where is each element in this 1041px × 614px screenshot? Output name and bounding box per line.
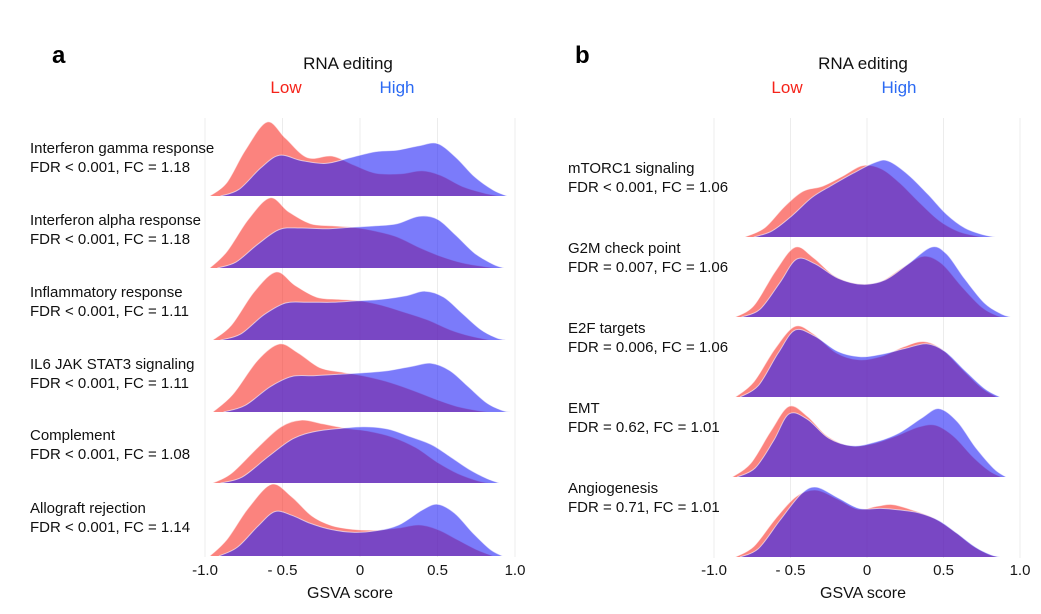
- pathway-label: E2F targets FDR = 0.006, FC = 1.06: [568, 319, 728, 357]
- pathway-name: Allograft rejection: [30, 500, 146, 517]
- pathway-stats: FDR < 0.001, FC = 1.06: [568, 179, 729, 196]
- pathway-label: Interferon gamma response FDR < 0.001, FC…: [30, 139, 214, 177]
- density-outline-high-a0: [220, 142, 508, 197]
- density-outline-high-a4: [220, 426, 500, 484]
- pathway-name: Interferon gamma response: [30, 140, 215, 157]
- pathway-label: EMT FDR = 0.62, FC = 1.01: [568, 399, 720, 437]
- x-tick-label: 0: [355, 562, 365, 579]
- pathway-stats: FDR < 0.001, FC = 1.11: [30, 303, 189, 320]
- pathway-name: IL6 JAK STAT3 signaling: [30, 356, 195, 373]
- density-high-b0: [753, 160, 996, 237]
- pathway-label: mTORC1 signaling FDR < 0.001, FC = 1.06: [568, 159, 728, 197]
- density-high-b4: [740, 486, 1001, 557]
- pathway-stats: FDR < 0.001, FC = 1.08: [30, 446, 191, 463]
- x-tick-label: 0.5: [933, 562, 954, 579]
- pathway-name: mTORC1 signaling: [568, 160, 695, 177]
- density-high-a2: [220, 291, 506, 340]
- panel-b-legend-title: RNA editing: [818, 54, 908, 73]
- pathway-name: E2F targets: [568, 320, 646, 337]
- x-tick-label: 1.0: [504, 562, 526, 579]
- density-outline-high-a2: [220, 290, 506, 341]
- pathway-stats: FDR = 0.62, FC = 1.01: [568, 419, 720, 436]
- x-tick-label: 0.5: [427, 562, 448, 579]
- pathway-name: Interferon alpha response: [30, 212, 201, 229]
- pathway-label: Allograft rejection FDR < 0.001, FC = 1.1…: [30, 499, 190, 537]
- pathway-label: Interferon alpha response FDR < 0.001, FC…: [30, 211, 201, 249]
- pathway-stats: FDR < 0.001, FC = 1.18: [30, 159, 191, 176]
- pathway-stats: FDR < 0.001, FC = 1.14: [30, 519, 191, 536]
- density-outline-high-a5: [218, 503, 503, 557]
- pathway-label: G2M check point FDR = 0.007, FC = 1.06: [568, 239, 728, 277]
- panel-a-x-axis-title: GSVA score: [307, 585, 393, 602]
- panel-a-letter: a: [52, 42, 66, 69]
- pathway-label: IL6 JAK STAT3 signaling FDR < 0.001, FC =…: [30, 355, 195, 393]
- density-high-a3: [223, 363, 511, 412]
- pathway-stats: FDR = 0.006, FC = 1.06: [568, 339, 729, 356]
- density-outline-high-b1: [741, 246, 1011, 318]
- pathway-label: Inflammatory response FDR < 0.001, FC = 1…: [30, 283, 189, 321]
- pathway-name: EMT: [568, 400, 600, 417]
- pathway-label: Complement FDR < 0.001, FC = 1.08: [30, 426, 190, 464]
- pathway-stats: FDR = 0.007, FC = 1.06: [568, 259, 729, 276]
- panel-a-legend-low: Low: [270, 78, 302, 97]
- pathway-stats: FDR < 0.001, FC = 1.11: [30, 375, 189, 392]
- panel-a-legend-title: RNA editing: [303, 54, 393, 73]
- panel-b-letter: b: [575, 42, 590, 69]
- density-high-b1: [741, 246, 1011, 317]
- pathway-label: Angiogenesis FDR = 0.71, FC = 1.01: [568, 479, 720, 517]
- x-tick-label: - 0.5: [267, 562, 298, 579]
- panel-a-legend-high: High: [379, 78, 415, 97]
- density-outline-high-a1: [217, 215, 505, 269]
- pathway-stats: FDR < 0.001, FC = 1.18: [30, 231, 191, 248]
- pathway-name: Angiogenesis: [568, 480, 659, 497]
- density-outline-high-b2: [739, 328, 1001, 398]
- pathway-stats: FDR = 0.71, FC = 1.01: [568, 499, 720, 516]
- density-high-a5: [218, 504, 503, 556]
- density-outline-high-a3: [223, 362, 511, 413]
- pathway-name: G2M check point: [568, 240, 681, 257]
- density-high-b2: [740, 329, 1001, 397]
- density-outline-high-b3: [736, 408, 1007, 478]
- density-outline-high-b4: [739, 486, 1001, 558]
- x-tick-label: - 0.5: [775, 562, 806, 579]
- pathway-name: Inflammatory response: [30, 284, 183, 301]
- density-high-a1: [217, 215, 505, 268]
- density-high-a0: [220, 142, 508, 196]
- density-high-b3: [737, 408, 1007, 477]
- x-tick-label: -1.0: [192, 562, 218, 579]
- x-tick-label: 0: [862, 562, 872, 579]
- panel-b-x-axis-title: GSVA score: [820, 585, 906, 602]
- x-tick-label: 1.0: [1009, 562, 1031, 579]
- pathway-name: Complement: [30, 427, 116, 444]
- panel-b-legend-high: High: [881, 78, 917, 97]
- density-outline-high-b0: [753, 159, 996, 238]
- panel-b-legend-low: Low: [771, 78, 803, 97]
- x-tick-label: -1.0: [701, 562, 727, 579]
- panel-a-density-plot: [204, 118, 516, 557]
- panel-b-density-plot: [713, 118, 1021, 558]
